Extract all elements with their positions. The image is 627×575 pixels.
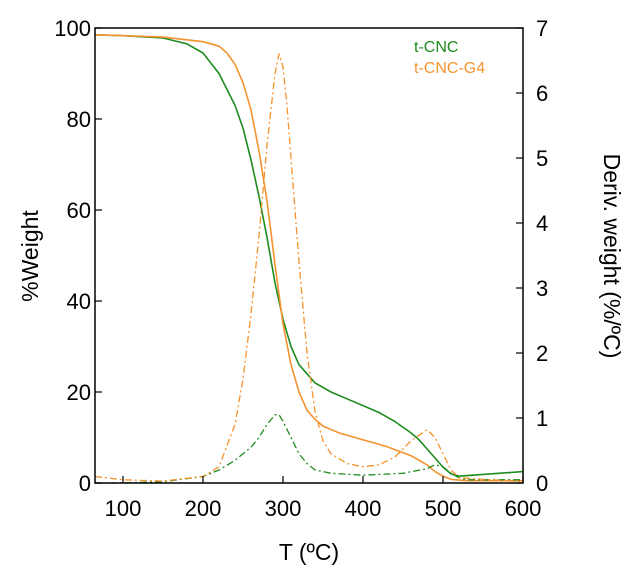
x-tick-label-400: 400	[345, 496, 382, 521]
series-line-t-cnc-derivative	[95, 414, 523, 484]
y2-tick-label-7: 7	[536, 16, 548, 41]
y-tick-label-20: 20	[67, 380, 91, 405]
x-tick-label-300: 300	[265, 496, 302, 521]
y2-tick-label-1: 1	[536, 406, 548, 431]
legend-label-t-cnc-g4: t-CNC-G4	[414, 60, 485, 77]
y2-axis-title: Deriv. weight (%/ºC)	[599, 154, 625, 359]
y2-tick-label-4: 4	[536, 211, 548, 236]
y2-tick-label-3: 3	[536, 276, 548, 301]
plot-frame	[94, 27, 524, 484]
series-line-t-cnc-g4-derivative	[94, 53, 524, 483]
y-axis-title: %Weight	[17, 210, 43, 302]
legend-label-t-cnc: t-CNC	[414, 39, 458, 56]
y2-tick-label-2: 2	[536, 341, 548, 366]
x-tick-label-600: 600	[505, 496, 542, 521]
x-axis-title: T (ºC)	[279, 539, 339, 565]
y-tick-label-60: 60	[67, 198, 91, 223]
series-line-t-cnc-weight	[94, 34, 524, 478]
y-tick-label-40: 40	[67, 289, 91, 314]
y2-tick-label-5: 5	[536, 146, 548, 171]
series-layer	[94, 34, 524, 484]
series-line-t-cnc-g4-weight	[94, 34, 523, 482]
y-tick-label-0: 0	[79, 471, 91, 496]
x-tick-label-100: 100	[105, 496, 142, 521]
y-tick-label-100: 100	[54, 16, 91, 41]
legend: t-CNC t-CNC-G4	[414, 39, 485, 77]
x-tick-label-200: 200	[185, 496, 222, 521]
y2-tick-label-0: 0	[536, 471, 548, 496]
x-tick-label-500: 500	[425, 496, 462, 521]
y2-tick-label-6: 6	[536, 81, 548, 106]
y-tick-label-80: 80	[67, 107, 91, 132]
